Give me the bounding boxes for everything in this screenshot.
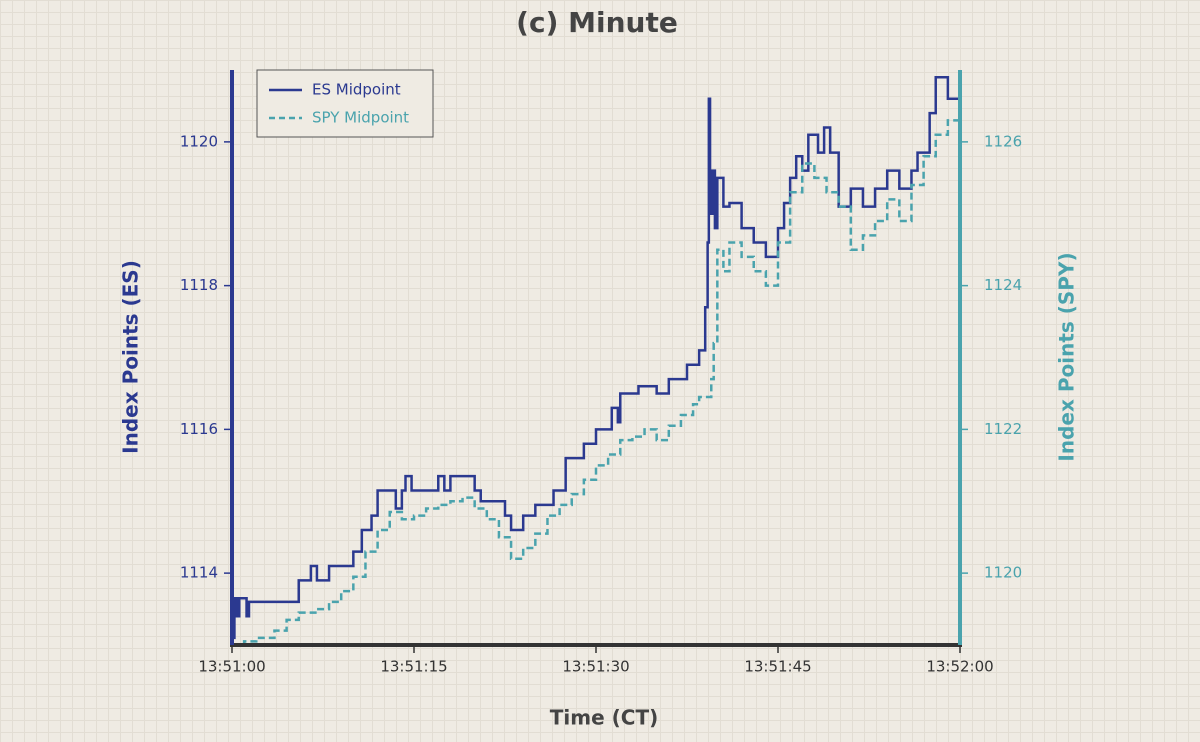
legend-box	[256, 69, 434, 138]
series-line	[232, 75, 962, 640]
x-tick-label: 13:51:15	[380, 658, 447, 676]
legend-label: ES Midpoint	[312, 81, 401, 99]
y2-tick-label: 1126	[984, 132, 1022, 150]
series-line	[232, 119, 962, 647]
chart-title: (c) Minute	[516, 6, 678, 39]
y-tick-label: 1116	[180, 420, 218, 438]
y2-axis-label: Index Points (SPY)	[1055, 252, 1079, 461]
y2-tick-label: 1122	[984, 420, 1022, 438]
x-tick-label: 13:51:30	[562, 658, 629, 676]
legend-label: SPY Midpoint	[312, 109, 409, 127]
x-tick-label: 13:51:00	[198, 658, 265, 676]
y-axis-label: Index Points (ES)	[119, 260, 143, 454]
x-tick-label: 13:52:00	[926, 658, 993, 676]
y2-tick-label: 1120	[984, 564, 1022, 582]
y2-tick-label: 1124	[984, 276, 1022, 294]
y-tick-label: 1114	[180, 564, 218, 582]
x-axis-label: Time (CT)	[550, 706, 658, 730]
y-tick-label: 1120	[180, 132, 218, 150]
y-tick-label: 1118	[180, 276, 218, 294]
x-tick-label: 13:51:45	[744, 658, 811, 676]
